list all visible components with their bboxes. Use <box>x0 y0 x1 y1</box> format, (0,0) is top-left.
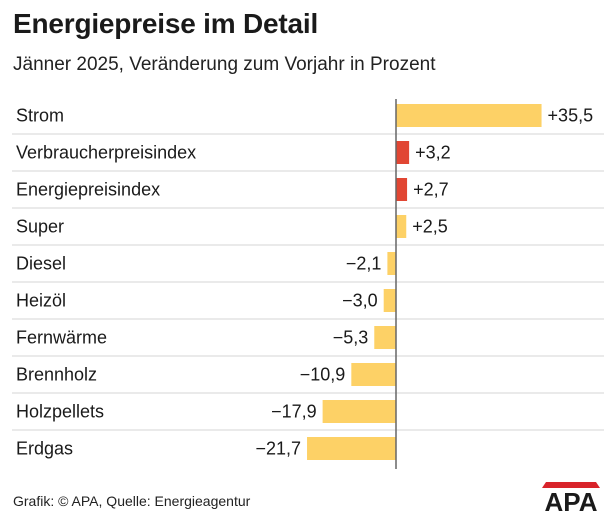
bar-chart: Strom +35,5 Verbraucherpreisindex +3,2 Energ… <box>12 99 604 469</box>
value-label: +2,7 <box>413 180 449 200</box>
value-label: −3,0 <box>342 291 378 311</box>
category-label: Heizöl <box>16 291 66 311</box>
value-label: +3,2 <box>415 143 451 163</box>
category-label: Strom <box>16 106 64 126</box>
apa-logo: APA <box>542 482 600 514</box>
category-label: Verbraucherpreisindex <box>16 143 196 163</box>
bar-energiepreisindex <box>396 178 408 201</box>
category-label: Holzpellets <box>16 402 104 422</box>
value-label: +2,5 <box>412 217 448 237</box>
bar-holzpellets <box>322 400 396 423</box>
source-note: Grafik: © APA, Quelle: Energieagentur <box>13 493 251 509</box>
chart-title: Energiepreise im Detail <box>13 8 319 39</box>
apa-logo-text: APA <box>545 487 598 514</box>
bar-erdgas <box>307 437 396 460</box>
category-label: Brennholz <box>16 365 97 385</box>
value-label: −2,1 <box>346 254 382 274</box>
value-label: −17,9 <box>271 402 317 422</box>
category-label: Super <box>16 217 64 237</box>
apa-logo-mark <box>542 482 600 488</box>
value-label: −5,3 <box>333 328 369 348</box>
category-label: Diesel <box>16 254 66 274</box>
value-label: +35,5 <box>548 106 594 126</box>
category-label: Fernwärme <box>16 328 107 348</box>
bar-fernwärme <box>374 326 396 349</box>
bar-strom <box>396 104 542 127</box>
chart-subtitle: Jänner 2025, Veränderung zum Vorjahr in … <box>13 54 436 75</box>
category-label: Erdgas <box>16 439 73 459</box>
value-label: −21,7 <box>255 439 301 459</box>
bar-diesel <box>387 252 396 275</box>
value-label: −10,9 <box>300 365 346 385</box>
bar-verbraucherpreisindex <box>396 141 410 164</box>
bar-brennholz <box>351 363 396 386</box>
category-label: Energiepreisindex <box>16 180 160 200</box>
bar-super <box>396 215 407 238</box>
bar-heizöl <box>383 289 396 312</box>
